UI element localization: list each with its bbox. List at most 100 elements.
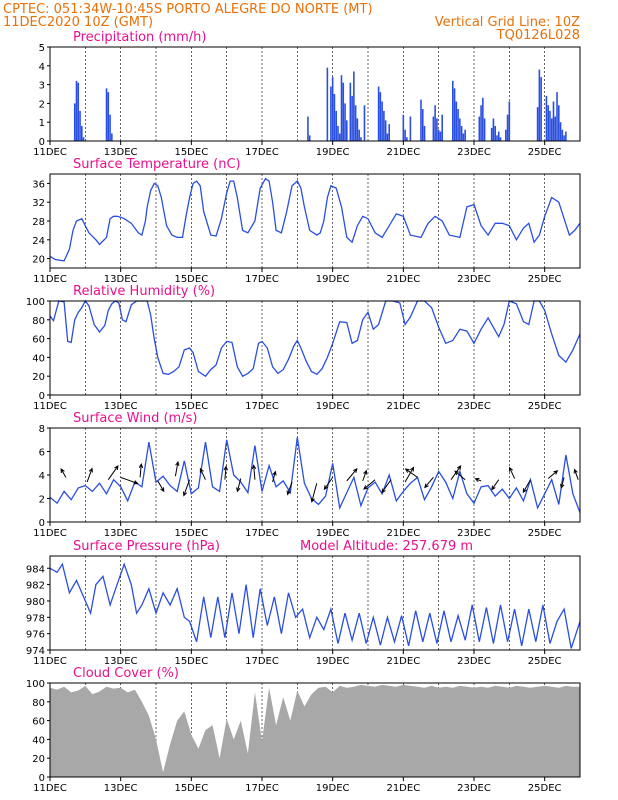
- pres-date-label: 17DEC: [245, 656, 279, 667]
- precip-bar: [459, 118, 461, 141]
- pres-date-label: 21DEC: [386, 656, 420, 667]
- header-location: CPTEC: 051:34W-10:45S PORTO ALEGRE DO NO…: [3, 2, 373, 17]
- precip-date-label: 11DEC: [33, 147, 67, 158]
- rh-ytick-label: 0: [39, 391, 45, 402]
- precip-ytick-label: 3: [39, 81, 45, 92]
- precip-bar: [340, 75, 343, 141]
- pres-title: Surface Pressure (hPa): [73, 539, 220, 554]
- cloud-ytick-label: 0: [39, 773, 45, 784]
- precip-title: Precipitation (mm/h): [73, 30, 206, 45]
- rh-date-label: 17DEC: [245, 401, 279, 412]
- cloud-cover-area: [50, 684, 580, 777]
- wind-arrow: [381, 479, 392, 494]
- precip-bar: [107, 92, 110, 141]
- precip-bar: [482, 97, 484, 141]
- precip-bar: [480, 105, 482, 141]
- wind-arrow: [120, 476, 139, 485]
- precip-bar: [344, 103, 346, 141]
- wind-arrow: [236, 478, 242, 493]
- temp-frame: [49, 173, 581, 269]
- wind-date-label: 13DEC: [104, 528, 138, 539]
- wind-arrow: [560, 477, 565, 489]
- precip-date-label: 15DEC: [174, 147, 208, 158]
- precip-bar: [554, 116, 557, 141]
- cloud-date-label: 11DEC: [33, 783, 67, 794]
- pres-date-label: 15DEC: [174, 656, 208, 667]
- precip-bar: [457, 109, 459, 141]
- wind-ytick-label: 8: [39, 424, 45, 435]
- wind-date-label: 21DEC: [386, 528, 420, 539]
- rh-date-label: 11DEC: [33, 401, 67, 412]
- precip-bar: [455, 101, 458, 141]
- wind-arrow: [404, 466, 415, 483]
- wind-date-label: 25DEC: [528, 528, 562, 539]
- pres-date-label: 19DEC: [316, 656, 350, 667]
- wind-arrow: [174, 460, 180, 477]
- precip-bar: [549, 110, 551, 141]
- pres-date-label: 11DEC: [33, 656, 67, 667]
- precip-bar: [439, 131, 442, 141]
- precip-bar: [409, 116, 412, 141]
- precip-bar: [381, 101, 383, 141]
- cloud-date-label: 23DEC: [457, 783, 491, 794]
- precip-ytick-label: 0: [39, 137, 45, 148]
- precip-bar: [105, 88, 108, 141]
- precip-bar: [406, 137, 408, 141]
- pres-ytick-label: 984: [26, 564, 45, 575]
- precip-bar: [550, 118, 553, 141]
- wind-arrow: [107, 464, 119, 480]
- precip-bar: [558, 105, 560, 141]
- cloud-title: Cloud Cover (%): [73, 666, 179, 681]
- wind-arrow: [474, 477, 482, 483]
- pres-date-label: 25DEC: [528, 656, 562, 667]
- wind-arrow: [454, 470, 466, 481]
- cloud-ytick-label: 60: [32, 717, 45, 728]
- precip-bar: [81, 125, 83, 141]
- precip-date-label: 25DEC: [528, 147, 562, 158]
- wind-date-label: 15DEC: [174, 528, 208, 539]
- rh-series-line: [49, 299, 581, 378]
- precip-bar: [363, 105, 366, 141]
- wind-arrow: [346, 468, 358, 482]
- cloud-date-label: 15DEC: [174, 783, 208, 794]
- cloud-ytick-label: 40: [32, 735, 45, 746]
- precip-bar: [349, 82, 352, 141]
- pres-ytick-label: 974: [26, 646, 45, 657]
- precip-bar: [109, 114, 111, 141]
- pres-series-line: [49, 562, 581, 649]
- wind-arrow: [363, 479, 376, 490]
- wind-arrow: [60, 468, 67, 478]
- precip-bar: [552, 101, 555, 141]
- rh-frame: [49, 300, 581, 396]
- wind-date-label: 11DEC: [33, 528, 67, 539]
- pres-ytick-label: 976: [26, 630, 45, 641]
- pres-ytick-label: 978: [26, 613, 45, 624]
- wind-date-label: 19DEC: [316, 528, 350, 539]
- precip-bar: [563, 135, 565, 141]
- precip-bar: [565, 131, 567, 141]
- precip-date-label: 17DEC: [245, 147, 279, 158]
- precip-bar: [441, 114, 443, 141]
- precip-frame: [49, 46, 581, 142]
- wind-panel: Surface Wind (m/s) 0 2 4 6 8 11DEC 13DEC 15DEC 1…: [33, 411, 581, 539]
- rh-date-label: 25DEC: [528, 401, 562, 412]
- pres-ytick-label: 982: [26, 581, 45, 592]
- wind-arrow: [522, 479, 531, 494]
- precip-bar: [437, 129, 440, 141]
- temp-ytick-label: 20: [32, 255, 45, 266]
- precip-bar: [506, 114, 509, 141]
- precip-bar: [333, 94, 336, 141]
- cloud-date-label: 25DEC: [528, 783, 562, 794]
- precip-bar: [386, 133, 389, 141]
- precip-bar: [505, 129, 507, 141]
- cloud-date-label: 19DEC: [316, 783, 350, 794]
- wind-frame: [49, 427, 581, 523]
- precip-bar: [460, 125, 463, 141]
- rh-ytick-label: 100: [26, 297, 45, 308]
- wind-arrow: [138, 463, 144, 478]
- precip-bar: [338, 133, 341, 141]
- wind-series-line: [49, 437, 581, 513]
- cloud-date-label: 13DEC: [104, 783, 138, 794]
- precip-bar: [353, 71, 355, 141]
